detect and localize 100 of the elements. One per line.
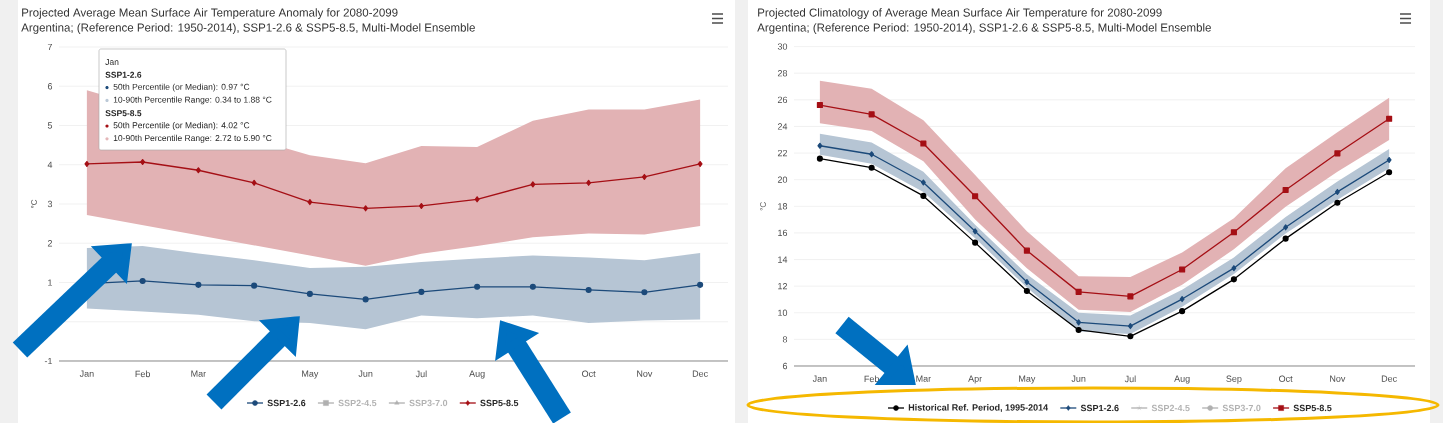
point bbox=[1179, 308, 1186, 315]
legend-label: Historical Ref. Period, 1995-2014 bbox=[908, 404, 1049, 412]
point bbox=[307, 198, 313, 206]
y-tick-label: 12 bbox=[778, 283, 788, 290]
chart-title: Projected Average Mean Surface Air Temperature Anomaly for 2080-2099 bbox=[22, 8, 398, 19]
x-tick-label: Aug bbox=[469, 370, 485, 379]
x-tick-label: Nov bbox=[1330, 375, 1346, 382]
point bbox=[641, 289, 648, 296]
y-tick-label: 16 bbox=[778, 229, 788, 237]
point bbox=[1231, 265, 1237, 272]
point bbox=[1127, 293, 1134, 300]
x-tick-label: Feb bbox=[135, 370, 150, 378]
legend-label: SSP2-4.5 bbox=[338, 399, 377, 407]
point bbox=[1075, 326, 1082, 333]
point bbox=[529, 283, 536, 290]
x-tick-label: Mar bbox=[916, 375, 931, 382]
y-tick-label: 14 bbox=[778, 256, 788, 263]
legend-label: SSP3-7.0 bbox=[1222, 404, 1261, 412]
y-axis-title: °C bbox=[760, 202, 766, 211]
legend-label: SSP2-4.5 bbox=[1151, 404, 1190, 412]
point bbox=[251, 179, 257, 186]
point bbox=[251, 282, 258, 289]
chart-title: Projected Climatology of Average Mean Surface Air Temperature for 2080-2099 bbox=[758, 8, 1162, 19]
point bbox=[868, 164, 875, 171]
point bbox=[1023, 287, 1030, 294]
point bbox=[641, 173, 647, 180]
annotation: Jan bbox=[105, 59, 119, 65]
x-tick-label: May bbox=[302, 370, 319, 379]
y-tick-label: 6 bbox=[47, 83, 53, 90]
point bbox=[140, 158, 146, 166]
annotation: 50th Percentile (or Median): 4.02 °C bbox=[113, 122, 250, 130]
x-tick-label: Jan bbox=[79, 370, 94, 377]
y-axis-title: °C bbox=[31, 199, 37, 209]
y-tick-label: -1 bbox=[44, 357, 53, 365]
x-tick-label: Dec bbox=[692, 370, 708, 377]
y-tick-label: 3 bbox=[47, 200, 53, 208]
point bbox=[418, 202, 424, 210]
point bbox=[306, 290, 313, 297]
point bbox=[972, 193, 979, 200]
x-tick-label: Jan bbox=[812, 375, 827, 382]
legend-label: SSP3-7.0 bbox=[409, 399, 448, 407]
legend-label: SSP5-8.5 bbox=[480, 399, 519, 407]
y-tick-label: 4 bbox=[47, 161, 53, 168]
point bbox=[1076, 319, 1082, 326]
x-tick-label: Oct bbox=[1279, 375, 1293, 382]
y-tick-label: 7 bbox=[47, 43, 53, 51]
point bbox=[1334, 188, 1340, 195]
chart-subtitle: Argentina; (Reference Period: 1950-2014), SSP1-2.6 & SSP5-8.5, Multi-Model Ensemble bbox=[757, 23, 1211, 34]
point bbox=[1334, 199, 1341, 206]
point bbox=[972, 239, 979, 246]
y-tick-label: 10 bbox=[778, 309, 788, 316]
point bbox=[474, 196, 480, 203]
point bbox=[816, 101, 823, 109]
point bbox=[139, 277, 146, 284]
chart-subtitle: Argentina; (Reference Period: 1950-2014), SSP1-2.6 & SSP5-8.5, Multi-Model Ensemble bbox=[21, 23, 475, 34]
y-tick-label: 30 bbox=[777, 43, 788, 50]
annotation: SSP5-8.5 bbox=[105, 110, 142, 117]
legend-label: SSP1-2.6 bbox=[1080, 404, 1119, 412]
point bbox=[920, 192, 927, 199]
point bbox=[972, 228, 978, 235]
point bbox=[920, 140, 927, 147]
point bbox=[1179, 266, 1186, 273]
x-tick-label: Aug bbox=[1174, 375, 1190, 384]
point bbox=[1282, 235, 1289, 242]
point bbox=[868, 111, 875, 118]
x-tick-label: Apr bbox=[968, 375, 982, 384]
point bbox=[1127, 323, 1133, 330]
point bbox=[1127, 333, 1134, 340]
point bbox=[1283, 224, 1289, 231]
point bbox=[474, 283, 481, 290]
annotation: 10-90th Percentile Range: 0.34 to 1.88 °C bbox=[113, 96, 272, 105]
y-tick-label: 20 bbox=[777, 176, 788, 183]
point bbox=[1386, 115, 1393, 122]
x-tick-label: Oct bbox=[582, 370, 596, 377]
y-tick-label: 22 bbox=[777, 149, 788, 157]
legend-label: SSP1-2.6 bbox=[267, 399, 306, 407]
point bbox=[816, 155, 823, 162]
y-tick-label: 6 bbox=[782, 362, 788, 370]
point bbox=[585, 286, 592, 294]
y-tick-label: 2 bbox=[47, 240, 53, 247]
point bbox=[1282, 186, 1289, 193]
point bbox=[363, 205, 369, 212]
point bbox=[362, 296, 369, 303]
x-tick-label: Sep bbox=[1226, 375, 1242, 384]
x-tick-label: Dec bbox=[1381, 375, 1397, 382]
point bbox=[1024, 278, 1030, 286]
x-tick-label: Mar bbox=[191, 370, 206, 377]
point bbox=[1230, 229, 1237, 236]
y-tick-label: 24 bbox=[777, 123, 788, 130]
point bbox=[869, 151, 875, 158]
point bbox=[1386, 169, 1393, 176]
point bbox=[418, 288, 425, 295]
x-tick-label: Nov bbox=[637, 370, 653, 377]
x-tick-label: Jun bbox=[1071, 375, 1086, 382]
y-tick-label: 5 bbox=[47, 122, 53, 129]
annotation: SSP1-2.6 bbox=[105, 71, 142, 78]
point bbox=[586, 179, 592, 186]
point bbox=[817, 142, 823, 149]
point bbox=[697, 281, 704, 288]
legend-label: SSP5-8.5 bbox=[1293, 404, 1332, 412]
